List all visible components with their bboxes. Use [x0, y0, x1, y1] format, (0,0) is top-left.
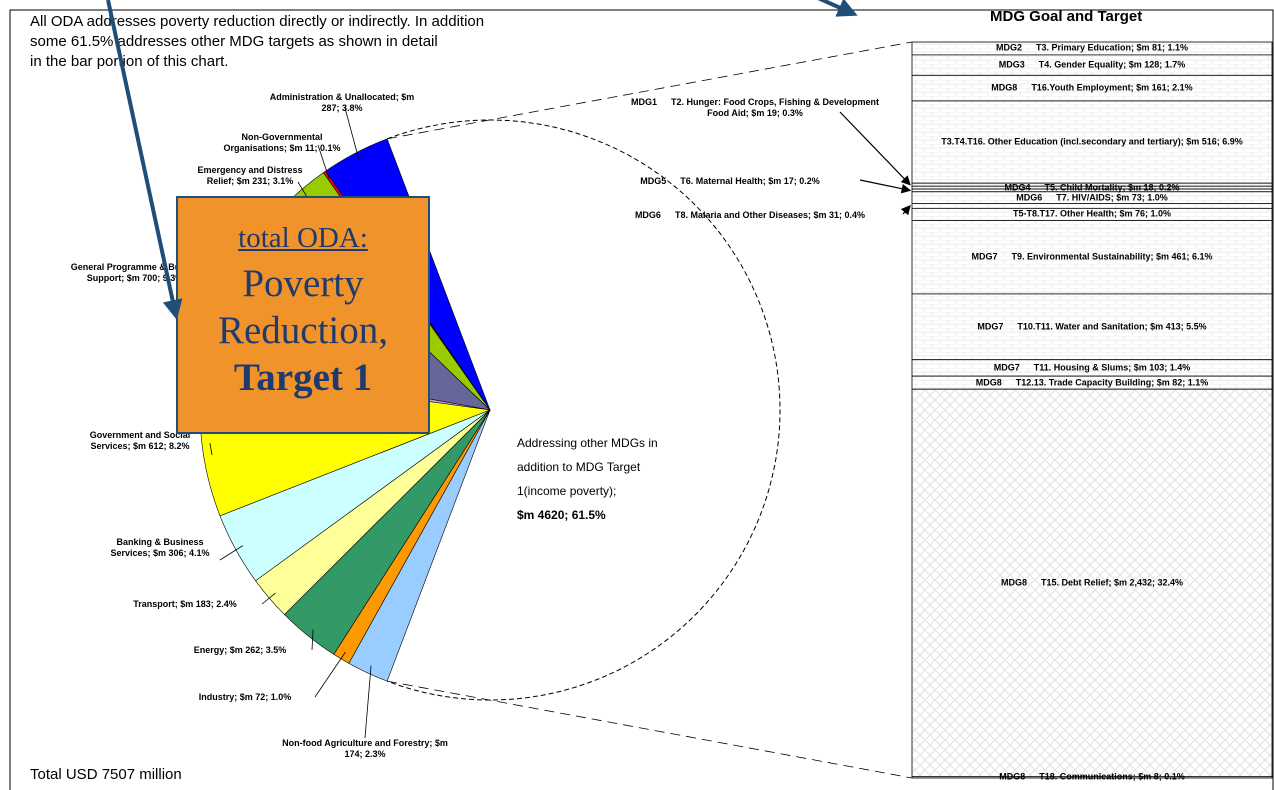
- goal-label: MDG5: [640, 176, 667, 186]
- bar-segment: [911, 100, 1273, 184]
- target-label: T3. Primary Education; $m 81; 1.1%: [1035, 42, 1189, 53]
- target-label: T15. Debt Relief; $m 2,432; 32.4%: [1040, 577, 1184, 588]
- bar-label: MDG8 T15. Debt Relief; $m 2,432; 32.4%: [922, 577, 1262, 588]
- bar-segment: [911, 74, 1273, 102]
- target-label: T4. Gender Equality; $m 128; 1.7%: [1038, 59, 1186, 70]
- goal-label: MDG8: [1000, 577, 1027, 588]
- remainder-label: Addressing other MDGs in addition to MDG…: [517, 431, 687, 527]
- goal-label: MDG2: [995, 42, 1022, 53]
- pie-label: Administration & Unallocated; $m 287; 3.…: [269, 92, 415, 113]
- bar-title: MDG Goal and Target: [990, 8, 1143, 25]
- frame: [9, 9, 1274, 790]
- leader-line: [344, 107, 360, 161]
- pie-label: Banking & Business Services; $m 306; 4.1…: [110, 537, 210, 558]
- goal-label: MDG7: [993, 362, 1020, 373]
- goal-label: MDG7: [971, 251, 998, 262]
- leader-line: [261, 592, 276, 605]
- intro-line: in the bar portion of this chart.: [30, 53, 229, 70]
- callout-line: Target 1: [233, 356, 373, 399]
- pie-slice: [348, 409, 491, 682]
- intro-line: All ODA addresses poverty reduction dire…: [30, 13, 485, 30]
- target-label: T7. HIV/AIDS; $m 73; 1.0%: [1056, 192, 1168, 203]
- label-arrow: [859, 179, 912, 194]
- target-label: T10.T11. Water and Sanitation; $m 413; 5…: [1017, 321, 1207, 332]
- leader-line: [311, 629, 314, 651]
- goal-label: MDG6: [1016, 192, 1043, 203]
- target-label: T2. Hunger: Food Crops, Fishing & Develo…: [671, 97, 880, 118]
- bar-label: MDG2 T3. Primary Education; $m 81; 1.1%: [922, 43, 1262, 54]
- remainder-text: Addressing other MDGs in addition to MDG…: [517, 436, 658, 498]
- target-label: T5. Child Mortality; $m 18; 0.2%: [1044, 182, 1180, 193]
- pie-label: Government and Social Services; $m 612; …: [89, 430, 191, 451]
- pie-label: Industry; $m 72; 1.0%: [198, 692, 292, 702]
- intro-line: some 61.5% addresses other MDG targets a…: [30, 33, 438, 50]
- leader-line: [219, 545, 243, 561]
- zoom-line: [387, 41, 913, 140]
- intro: All ODA addresses poverty reduction dire…: [30, 12, 484, 72]
- bar-segment: [911, 776, 1273, 779]
- goal-label: MDG8: [975, 377, 1002, 388]
- goal-label: MDG3: [998, 59, 1025, 70]
- bar-segment: [911, 203, 1273, 209]
- leader-line: [314, 651, 346, 698]
- goal-label: MDG7: [977, 321, 1004, 332]
- bar-label: MDG4 T5. Child Mortality; $m 18; 0.2%: [922, 182, 1262, 193]
- callout-line: Reduction,: [217, 309, 389, 352]
- zoom-line: [387, 680, 913, 779]
- goal-label: MDG8: [991, 82, 1018, 93]
- callout-box: total ODA: Poverty Reduction, Target 1: [176, 196, 430, 434]
- bar-segment: [911, 388, 1273, 778]
- bar-label: MDG8 T12.13. Trade Capacity Building; $m …: [922, 377, 1262, 388]
- bar-segment: [911, 293, 1273, 361]
- bar-label: T5-T8.T17. Other Health; $m 76; 1.0%: [922, 209, 1262, 220]
- bar-label: MDG6 T8. Malaria and Other Diseases; $m 3…: [600, 210, 900, 221]
- target-label: T12.13. Trade Capacity Building; $m 82; …: [1015, 377, 1209, 388]
- goal-label: MDG8: [999, 771, 1026, 782]
- remainder-arc: [386, 119, 781, 701]
- target-label: T9. Environmental Sustainability; $m 461…: [1011, 251, 1213, 262]
- target-label: T11. Housing & Slums; $m 103; 1.4%: [1033, 362, 1191, 373]
- goal-label: MDG4: [1004, 182, 1031, 193]
- leader-line: [297, 181, 307, 197]
- bar-label: MDG6 T7. HIV/AIDS; $m 73; 1.0%: [922, 192, 1262, 203]
- label-arrow: [900, 204, 911, 216]
- bar-label: MDG1 T2. Hunger: Food Crops, Fishing & De…: [620, 97, 890, 119]
- pie-label: Non-Governmental Organisations; $m 11; 0…: [223, 132, 341, 153]
- bar-label: MDG7 T11. Housing & Slums; $m 103; 1.4%: [922, 362, 1262, 373]
- callout-line: total ODA:: [238, 222, 368, 254]
- bar-label: MDG8 T18. Communications; $m 8; 0.1%: [922, 772, 1262, 783]
- leader-line: [317, 144, 330, 179]
- goal-label: MDG6: [634, 210, 661, 220]
- bar-label: MDG3 T4. Gender Equality; $m 128; 1.7%: [922, 60, 1262, 71]
- pie-label: Non-food Agriculture and Forestry; $m 17…: [282, 738, 448, 759]
- target-label: T8. Malaria and Other Diseases; $m 31; 0…: [674, 210, 866, 220]
- bar-segment: [911, 220, 1273, 295]
- goal-label: MDG1: [630, 97, 657, 107]
- callout-line: Poverty: [242, 262, 364, 305]
- target-label: T18. Communications; $m 8; 0.1%: [1039, 771, 1185, 782]
- remainder-value: $m 4620; 61.5%: [517, 508, 606, 522]
- leader-line: [209, 443, 213, 456]
- target-label: T16.Youth Employment; $m 161; 2.1%: [1031, 82, 1193, 93]
- bar-label: MDG7 T10.T11. Water and Sanitation; $m 41…: [922, 321, 1262, 332]
- target-label: T3.T4.T16. Other Education (incl.seconda…: [941, 136, 1243, 147]
- leader-line: [364, 665, 372, 739]
- target-label: T6. Maternal Health; $m 17; 0.2%: [680, 176, 820, 186]
- leader-lines: [209, 107, 372, 739]
- footer: Total USD 7507 million: [30, 766, 182, 783]
- bar-label: MDG5 T6. Maternal Health; $m 17; 0.2%: [600, 176, 860, 187]
- bar-label: T3.T4.T16. Other Education (incl.seconda…: [922, 137, 1262, 148]
- pie-label: Energy; $m 262; 3.5%: [193, 645, 287, 655]
- bar-label: MDG8 T16.Youth Employment; $m 161; 2.1%: [922, 83, 1262, 94]
- target-label: T5-T8.T17. Other Health; $m 76; 1.0%: [1012, 208, 1172, 219]
- label-arrow: [839, 111, 911, 186]
- bar-label: MDG7 T9. Environmental Sustainability; $m…: [922, 252, 1262, 263]
- pie-label: Emergency and Distress Relief; $m 231; 3…: [197, 165, 303, 186]
- pie-label: Transport; $m 183; 2.4%: [133, 599, 237, 609]
